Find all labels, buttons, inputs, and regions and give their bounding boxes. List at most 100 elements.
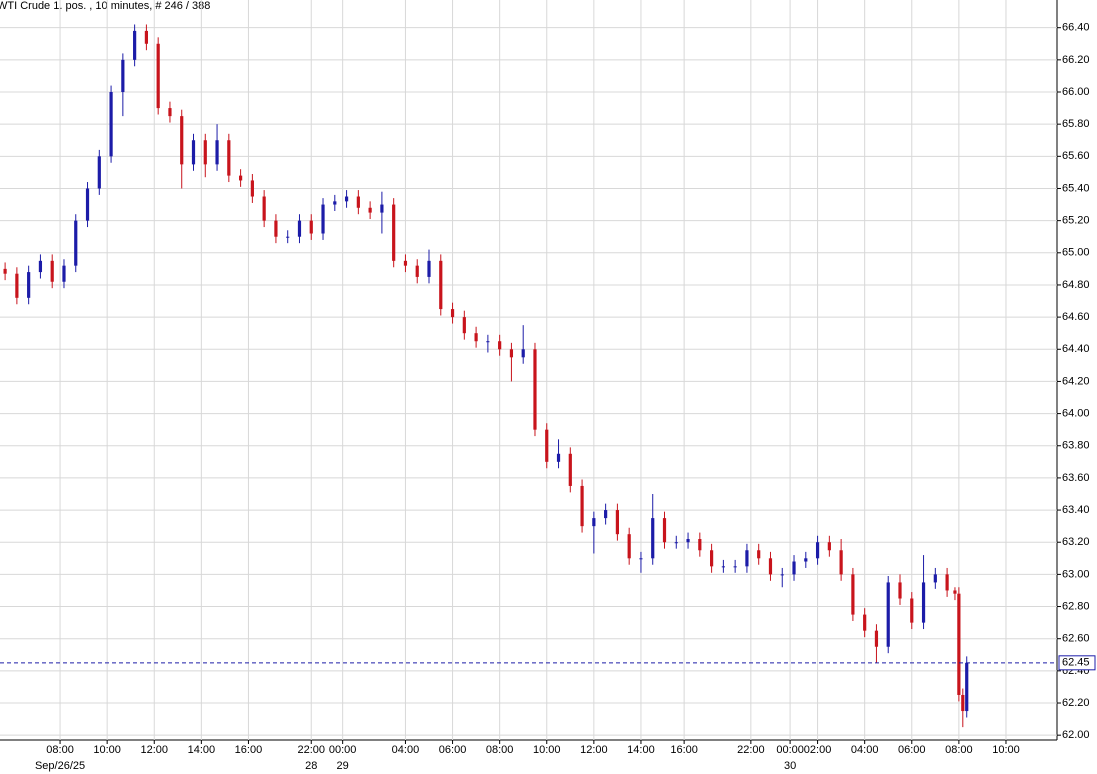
- candle-body: [368, 207, 372, 213]
- y-tick-label: 65.20: [1062, 215, 1090, 227]
- candle-body: [144, 30, 149, 44]
- candle-body: [109, 92, 113, 157]
- candle-body: [333, 201, 337, 205]
- candle-body: [863, 614, 867, 631]
- candle-body: [533, 349, 537, 430]
- y-tick-label: 66.40: [1062, 22, 1090, 34]
- candle-body: [721, 566, 725, 568]
- candle-body: [839, 550, 843, 575]
- x-tick-label: 04:00: [392, 744, 420, 756]
- candle-body: [203, 140, 207, 165]
- candle-body: [662, 518, 667, 543]
- candle-body: [27, 272, 31, 298]
- candle-body: [297, 220, 302, 237]
- x-tick-label: 00:00: [329, 744, 357, 756]
- candle-body: [945, 574, 949, 591]
- candle-body: [757, 550, 761, 559]
- y-tick-label: 65.40: [1062, 182, 1090, 194]
- candle-body: [556, 453, 561, 462]
- candle-body: [180, 116, 184, 165]
- x-tick-label: 12:00: [580, 744, 608, 756]
- candle-body: [910, 598, 914, 623]
- candle-body: [651, 518, 655, 559]
- candle-body: [898, 582, 902, 599]
- candle-body: [462, 317, 466, 334]
- candle-body: [356, 196, 360, 208]
- x-tick-label: 08:00: [945, 744, 973, 756]
- candle-body: [815, 542, 820, 559]
- candle-body: [792, 561, 796, 575]
- candle-body: [262, 196, 266, 221]
- candle-body: [874, 630, 879, 647]
- x-tick-label: 14:00: [627, 744, 655, 756]
- candle-body: [215, 140, 219, 165]
- candle-body: [121, 59, 125, 93]
- candle-body: [580, 485, 584, 527]
- candle-body: [450, 309, 455, 318]
- chart-title: WTI Crude 1. pos. , 10 minutes, # 246 / …: [0, 0, 210, 12]
- candle-body: [592, 518, 596, 527]
- candle-body: [50, 260, 54, 282]
- candle-body: [15, 273, 19, 298]
- candle-body: [957, 593, 961, 695]
- candle-body: [921, 582, 926, 623]
- x-tick-label: 08:00: [486, 744, 514, 756]
- y-tick-label: 65.00: [1062, 247, 1090, 259]
- x-tick-label: 10:00: [93, 744, 121, 756]
- y-tick-label: 62.60: [1062, 633, 1090, 645]
- y-tick-label: 62.20: [1062, 697, 1090, 709]
- x-tick-label: 02:00: [804, 744, 832, 756]
- y-tick-label: 64.80: [1062, 279, 1090, 291]
- candle-body: [286, 236, 290, 238]
- candle-body: [392, 204, 396, 261]
- candle-body: [97, 156, 101, 189]
- candle-body: [74, 220, 78, 266]
- candle-body: [168, 108, 172, 117]
- y-tick-label: 63.80: [1062, 440, 1090, 452]
- candle-body: [3, 268, 7, 274]
- x-tick-label: 06:00: [898, 744, 926, 756]
- candle-body: [851, 574, 855, 615]
- x-tick-label: 16:00: [670, 744, 698, 756]
- candle-body: [239, 175, 243, 181]
- date-label: 30: [784, 760, 796, 772]
- candle-body: [615, 510, 620, 535]
- candle-body: [250, 180, 254, 197]
- candle-body: [627, 534, 631, 559]
- x-tick-label: 00:00: [776, 744, 804, 756]
- y-tick-label: 63.60: [1062, 472, 1090, 484]
- candle-body: [961, 694, 965, 712]
- y-tick-label: 63.20: [1062, 536, 1090, 548]
- candle-body: [227, 140, 231, 176]
- x-tick-label: 14:00: [188, 744, 216, 756]
- candle-body: [604, 510, 608, 519]
- candle-body: [745, 550, 749, 567]
- y-tick-label: 65.60: [1062, 150, 1090, 162]
- candle-body: [639, 558, 643, 560]
- candle-body: [486, 341, 490, 343]
- y-tick-label: 64.60: [1062, 311, 1090, 323]
- candle-body: [733, 566, 737, 568]
- candle-body: [427, 260, 431, 277]
- candle-body: [309, 220, 313, 234]
- date-label: 29: [337, 760, 349, 772]
- candle-body: [804, 558, 808, 562]
- candle-body: [674, 542, 678, 544]
- y-tick-label: 64.40: [1062, 343, 1090, 355]
- x-tick-label: 10:00: [533, 744, 561, 756]
- candle-body: [498, 341, 502, 350]
- candle-body: [156, 43, 160, 109]
- y-tick-label: 63.00: [1062, 568, 1090, 580]
- candle-body: [344, 196, 349, 202]
- candle-body: [509, 349, 514, 358]
- candle-body: [521, 349, 525, 358]
- candle-body: [545, 429, 549, 462]
- candle-body: [85, 188, 90, 221]
- y-tick-label: 66.20: [1062, 54, 1090, 66]
- y-tick-label: 62.00: [1062, 729, 1090, 741]
- candle-body: [568, 453, 572, 486]
- candle-body: [780, 574, 784, 576]
- candle-body: [415, 265, 419, 277]
- candle-body: [965, 662, 969, 712]
